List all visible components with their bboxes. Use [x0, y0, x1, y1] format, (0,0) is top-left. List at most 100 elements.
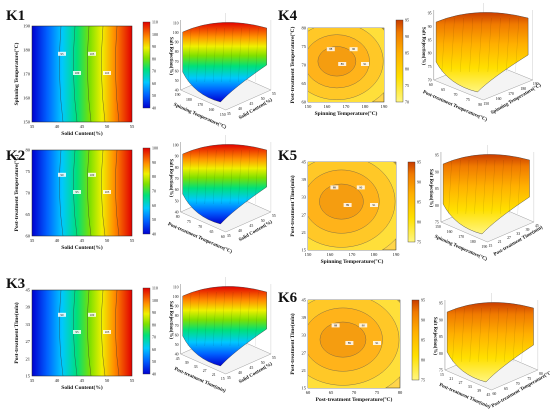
z-tick-label: 90 [435, 170, 439, 174]
front-tick-label: 21 [212, 373, 216, 377]
surface-mesh-line [196, 27, 200, 83]
contour-level-label: 90 [61, 313, 65, 317]
y-tick-label: 27 [302, 212, 307, 217]
contour-line [115, 149, 120, 237]
surface-mesh-line [246, 291, 250, 347]
side-tick-label: 65 [504, 387, 508, 391]
y-axis-title: Post-treatment Time(min) [289, 175, 296, 236]
contour-level-label: 95 [76, 190, 80, 194]
y-tick-label: 80 [26, 148, 31, 153]
contour-level-box [326, 47, 335, 52]
x-tick-label: 170 [349, 252, 357, 257]
front-tick-label: 190 [482, 245, 488, 249]
surface-mesh-line [504, 307, 508, 363]
surface-mesh-line [213, 149, 217, 205]
front-tick-label: 70 [198, 225, 202, 229]
x-tick-label: 40 [55, 378, 60, 383]
contour-level-label: 90 [352, 47, 356, 51]
y-tick-label: 39 [302, 177, 307, 182]
contour-level-label: 88 [329, 47, 333, 51]
z-tick-label: 70 [175, 324, 179, 328]
contour-level-box [349, 47, 358, 52]
y-axis-title: Spinning Temperature(°C) [13, 42, 20, 105]
contour-level-label: 89 [348, 341, 352, 345]
colorbar [407, 161, 416, 243]
z-tick-label: 100 [173, 295, 179, 299]
surface-mesh-line [246, 149, 250, 205]
x-tick-label: 50 [105, 124, 110, 129]
y-tick-label: 65 [26, 212, 31, 217]
x-tick-label: 60 [306, 390, 311, 395]
surface-mesh-line [452, 307, 456, 363]
contour-level-box [359, 323, 368, 328]
surface-mesh-line [229, 149, 234, 205]
z-tick-label: 85 [428, 38, 432, 42]
contour-level-box [343, 203, 352, 207]
colorbar-tick-label: 80 [152, 174, 156, 179]
x-tick-label: 80 [398, 390, 403, 395]
colorbar-tick-label: 90 [152, 44, 156, 49]
side-tick-label: 60 [493, 392, 497, 396]
y-tick-label: 39 [26, 305, 31, 310]
x-tick-label: 70 [352, 390, 357, 395]
front-tick-label: 75 [187, 220, 191, 224]
side-tick-label: 21 [498, 240, 502, 244]
side-tick-label: 80 [539, 372, 543, 376]
y-tick-label: 45 [26, 288, 31, 293]
front-tick-label: 39 [185, 361, 189, 365]
contour-level-label: 89 [346, 203, 350, 207]
y-tick-label: 45 [302, 160, 307, 165]
y-tick-label: 21 [302, 230, 307, 235]
colorbar-tick-label: 80 [152, 322, 156, 327]
colorbar-tick-label: 50 [152, 93, 156, 98]
z-tick-label: 60 [175, 69, 179, 73]
y-tick-label: 180 [23, 48, 31, 53]
surface-mesh-line [450, 17, 455, 73]
contour-level-label: 105 [105, 190, 110, 194]
surface-mesh-line [457, 159, 461, 215]
y-tick-label: 45 [302, 298, 307, 303]
y-tick-label: 33 [26, 322, 31, 327]
z-tick-label: 75 [435, 221, 439, 225]
side-tick-label: 55 [272, 214, 276, 218]
contour-line [87, 149, 92, 237]
colorbar [411, 299, 420, 381]
panel-k6: K6 88 89 90 91 60 65 70 75 80 Post-treatment Tempe… [278, 290, 550, 410]
x-axis-title: Spinning Temperature(°C) [315, 110, 378, 117]
contour-level-label: 110 [105, 71, 110, 75]
contour-level-box [73, 190, 81, 194]
side-tick-label: 55 [272, 356, 276, 360]
colorbar-tick-label: 80 [152, 56, 156, 61]
colorbar-tick-label: 90 [152, 310, 156, 315]
side-tick-label: 15 [489, 244, 493, 248]
x-tick-label: 35 [30, 124, 35, 129]
colorbar-tick-label: 110 [152, 286, 158, 291]
surface-mesh-line [517, 159, 521, 215]
y-tick-label: 21 [302, 368, 307, 373]
contour-level-box [103, 190, 111, 194]
contour-level-label: 89 [341, 62, 345, 66]
surface-mesh-line [196, 149, 200, 205]
x-tick-label: 190 [381, 104, 389, 109]
y-tick-label: 15 [302, 248, 307, 253]
contour-line [319, 321, 367, 358]
side-tick-label: 39 [526, 228, 530, 232]
contour-level-label: 90 [61, 173, 65, 177]
colorbar-tick-label: 60 [152, 81, 156, 86]
y-tick-label: 70 [302, 63, 307, 68]
front-tick-label: 70 [454, 93, 458, 97]
surface-mesh-line [487, 17, 492, 73]
contour-line [319, 183, 364, 220]
panel-k2: K2 90 95 100 105 35 40 45 50 55 Solid Content(%) 60… [6, 135, 276, 255]
front-tick-label: 60 [429, 83, 433, 87]
colorbar-tick-label: 80 [421, 358, 425, 363]
side-tick-label: 55 [272, 92, 276, 96]
contour-level-box [331, 323, 340, 328]
front-tick-label: 33 [194, 365, 198, 369]
contour-level-box [88, 172, 96, 177]
colorbar-tick-label: 80 [405, 67, 409, 72]
x-tick-label: 180 [362, 104, 370, 109]
front-tick-label: 65 [210, 230, 214, 234]
